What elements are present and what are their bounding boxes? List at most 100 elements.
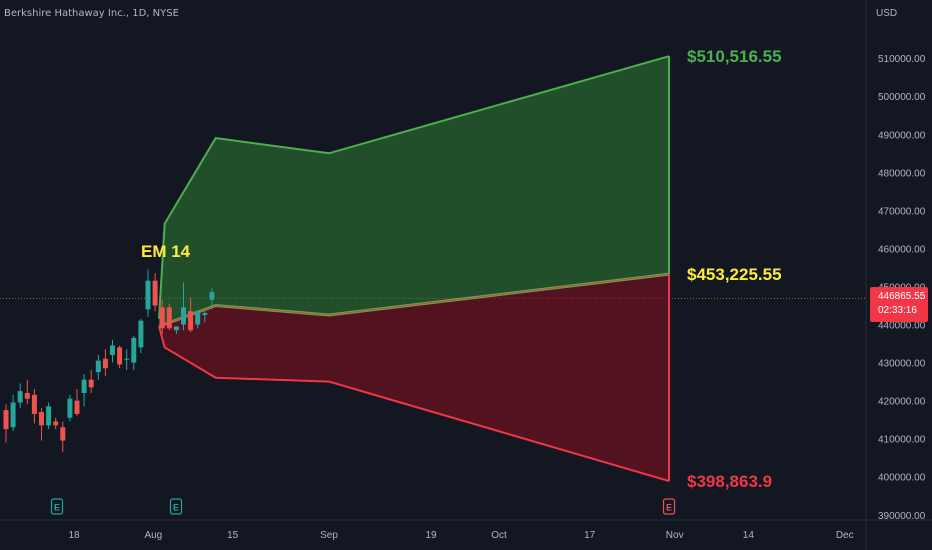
earnings-marker-box: [169, 498, 183, 515]
upper-band-fill: [159, 56, 670, 327]
candle: [31, 389, 37, 424]
x-tick-label: Aug: [144, 530, 162, 541]
candle-body: [46, 406, 52, 426]
candle-body: [3, 410, 9, 430]
candle-body: [10, 402, 16, 428]
earnings-marker[interactable]: E: [50, 498, 64, 515]
candle-body: [102, 358, 108, 369]
candle: [202, 311, 208, 323]
candle-body: [39, 412, 44, 426]
candle: [88, 370, 94, 393]
lower-band-fill: [159, 274, 670, 482]
candle: [110, 339, 115, 363]
candle-body: [24, 392, 30, 399]
y-tick-label: 510000.00: [878, 54, 926, 65]
candle-body: [81, 379, 87, 393]
candle: [131, 335, 137, 371]
candle: [39, 408, 44, 441]
earnings-marker[interactable]: E: [169, 498, 183, 515]
candle-body: [17, 391, 23, 403]
y-tick-label: 500000.00: [878, 92, 926, 103]
candle: [173, 326, 179, 335]
y-tick-label: 470000.00: [878, 206, 926, 217]
lower-band-line: [158, 326, 670, 482]
bar-countdown: 02:33:16: [878, 305, 917, 316]
candle: [74, 389, 80, 416]
candle-body: [110, 345, 115, 355]
candle-body: [117, 347, 123, 365]
y-tick-label: 490000.00: [878, 130, 926, 141]
candle-body: [195, 311, 201, 325]
currency-label: USD: [876, 8, 898, 19]
candle: [152, 273, 158, 312]
y-tick-label: 430000.00: [878, 359, 926, 370]
candle: [117, 345, 123, 369]
earnings-marker-letter: E: [666, 503, 672, 513]
earnings-marker-letter: E: [173, 503, 179, 513]
candle: [81, 373, 87, 407]
x-tick-label: Dec: [836, 530, 854, 541]
candle-body: [152, 280, 158, 306]
x-tick-label: 18: [68, 530, 80, 541]
candle: [3, 404, 9, 443]
candle-body: [202, 313, 208, 315]
candle-body: [166, 307, 172, 329]
candle: [209, 288, 215, 310]
candle: [95, 354, 101, 380]
earnings-marker[interactable]: E: [662, 498, 676, 515]
upper-target-label: $510,516.55: [687, 47, 782, 66]
candle-body: [74, 400, 80, 414]
candle-body: [124, 358, 130, 360]
candle-body: [31, 394, 37, 414]
earnings-marker-letter: E: [54, 503, 60, 513]
y-tick-label: 390000.00: [878, 511, 926, 522]
x-tick-label: Oct: [491, 530, 507, 541]
upper-band-line: [158, 55, 670, 319]
candle-body: [173, 326, 179, 331]
x-tick-label: Sep: [320, 530, 338, 541]
candle-body: [95, 360, 101, 373]
middle-band-line-inner: [158, 273, 670, 327]
candle: [53, 417, 59, 430]
candle-body: [188, 311, 194, 331]
last-price-tag: 446865.55 02:33:16: [870, 287, 928, 322]
candle: [138, 318, 144, 354]
candle: [124, 349, 130, 371]
candle: [181, 282, 186, 331]
candle: [102, 349, 108, 376]
candle-body: [181, 307, 186, 325]
x-tick-label: 19: [425, 530, 437, 541]
x-tick-label: 14: [743, 530, 755, 541]
earnings-marker-box: [662, 498, 676, 515]
y-tick-label: 400000.00: [878, 473, 926, 484]
candle: [195, 311, 201, 329]
candle-body: [209, 292, 215, 300]
candle: [159, 299, 165, 335]
earnings-marker-box: [50, 498, 64, 515]
candle: [10, 394, 16, 432]
y-tick-label: 480000.00: [878, 168, 926, 179]
y-tick-label: 440000.00: [878, 321, 926, 332]
candle: [188, 297, 194, 333]
x-tick-label: 17: [584, 530, 596, 541]
candle-body: [131, 337, 137, 363]
symbol-title: Berkshire Hathaway Inc., 1D, NYSE: [4, 8, 179, 19]
candle-body: [53, 421, 59, 426]
x-tick-label: 15: [227, 530, 239, 541]
candle: [46, 402, 52, 430]
candle-body: [145, 280, 151, 310]
candle-body: [67, 398, 73, 418]
x-tick-label: Nov: [666, 530, 684, 541]
y-tick-label: 460000.00: [878, 244, 926, 255]
middle-target-label: $453,225.55: [687, 265, 782, 284]
candle: [24, 379, 30, 405]
lower-target-label: $398,863.9: [687, 472, 772, 491]
candle-body: [138, 320, 144, 348]
y-tick-label: 420000.00: [878, 397, 926, 408]
candle: [67, 394, 73, 422]
candle-body: [159, 307, 165, 329]
y-tick-label: 410000.00: [878, 435, 926, 446]
candle: [17, 383, 23, 409]
candle-body: [88, 379, 94, 388]
